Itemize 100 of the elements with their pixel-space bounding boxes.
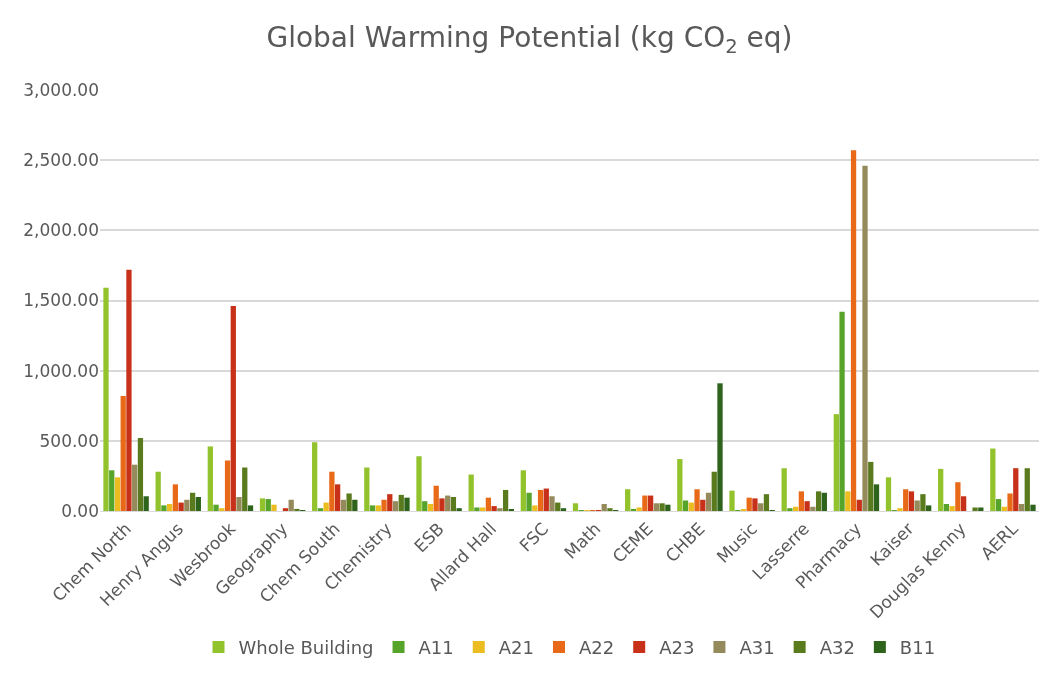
- bar: [167, 503, 173, 511]
- bar: [1024, 468, 1030, 511]
- bar: [323, 502, 329, 511]
- legend-label: Whole Building: [238, 637, 374, 659]
- bar: [143, 496, 149, 511]
- bar: [665, 504, 671, 511]
- bar: [972, 507, 978, 511]
- bar: [219, 508, 225, 511]
- bar: [978, 507, 984, 511]
- bar: [520, 470, 526, 511]
- bar: [856, 499, 862, 511]
- bar: [746, 497, 752, 511]
- bar: [653, 503, 659, 511]
- bar: [404, 497, 410, 511]
- bar: [375, 505, 381, 511]
- bar: [793, 506, 799, 511]
- bar: [700, 499, 706, 511]
- bar: [364, 467, 370, 511]
- bar: [120, 395, 126, 511]
- bar: [1001, 506, 1007, 511]
- bar: [398, 494, 404, 511]
- bar: [491, 506, 497, 511]
- bar: [329, 471, 335, 511]
- bar: [781, 468, 787, 511]
- bar: [427, 503, 434, 511]
- bar: [804, 501, 810, 511]
- bar: [920, 494, 926, 511]
- bar: [422, 501, 428, 511]
- bar: [642, 495, 648, 511]
- bar: [995, 499, 1002, 511]
- bar: [694, 489, 700, 511]
- legend-label: B11: [899, 637, 936, 659]
- bar: [688, 502, 694, 511]
- bar: [572, 503, 579, 511]
- bar: [868, 461, 874, 511]
- bar: [903, 489, 909, 511]
- bar: [178, 502, 184, 511]
- bar: [677, 459, 683, 511]
- bar: [798, 491, 805, 511]
- bar: [601, 503, 607, 511]
- bar: [312, 442, 318, 511]
- bar: [445, 495, 451, 511]
- bar: [1030, 504, 1036, 511]
- bar: [938, 468, 944, 511]
- bar: [850, 150, 857, 511]
- bar: [729, 490, 735, 511]
- bar: [137, 438, 144, 511]
- bar: [480, 507, 486, 511]
- bar: [126, 269, 132, 511]
- bar: [334, 484, 341, 511]
- bar: [109, 470, 115, 511]
- bar: [914, 500, 920, 511]
- bar: [659, 503, 665, 511]
- bar: [439, 498, 445, 511]
- bar: [103, 287, 109, 511]
- legend-label: A31: [739, 637, 775, 659]
- bar: [381, 499, 387, 511]
- bar: [189, 492, 196, 511]
- bar: [247, 505, 254, 511]
- y-tick-label: 2,500.00: [23, 150, 99, 171]
- legend-label: A21: [498, 637, 534, 659]
- bar: [224, 460, 231, 511]
- bar: [1013, 468, 1019, 511]
- bar: [711, 471, 717, 511]
- bar: [960, 496, 967, 511]
- y-tick-label: 2,000.00: [23, 220, 99, 241]
- bar: [497, 508, 503, 511]
- bar: [787, 508, 793, 511]
- bar: [369, 505, 376, 511]
- bar: [560, 508, 567, 511]
- bar: [265, 499, 271, 511]
- bar: [682, 500, 689, 511]
- bar: [132, 464, 138, 511]
- bar: [1007, 493, 1013, 511]
- bar: [555, 502, 561, 511]
- legend-label: A22: [578, 637, 615, 659]
- bar: [485, 497, 492, 511]
- bar: [317, 508, 324, 511]
- bar: [288, 499, 294, 511]
- y-tick-label: 1,500.00: [23, 290, 99, 311]
- bar: [845, 491, 851, 511]
- bar: [873, 484, 880, 511]
- bar: [155, 471, 161, 511]
- y-tick-label: 0.00: [61, 500, 99, 521]
- legend-label: A11: [418, 637, 454, 659]
- bar: [752, 498, 758, 511]
- bar: [839, 311, 845, 511]
- bar: [943, 503, 950, 511]
- bar: [885, 477, 892, 511]
- bar: [908, 491, 915, 511]
- bar: [810, 506, 816, 511]
- bar: [815, 491, 822, 511]
- bar: [607, 508, 613, 511]
- bar: [543, 488, 549, 511]
- bar: [352, 499, 358, 511]
- bar: [758, 503, 764, 511]
- bar: [387, 494, 393, 511]
- bar: [433, 485, 439, 511]
- bar: [833, 414, 839, 511]
- y-tick-label: 3,000.00: [23, 79, 99, 100]
